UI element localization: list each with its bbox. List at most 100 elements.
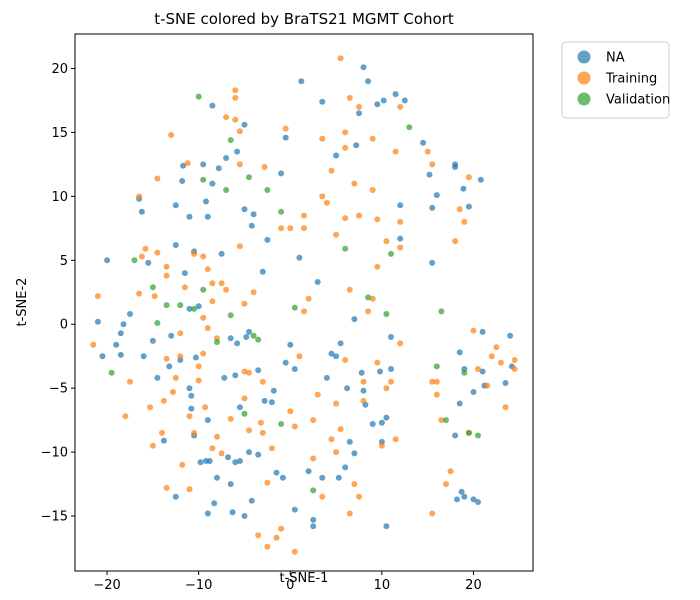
point-na-6	[120, 321, 127, 328]
point-training-89	[328, 167, 335, 174]
point-training-137	[456, 206, 463, 213]
point-validation-13	[227, 312, 234, 319]
point-training-104	[351, 481, 358, 488]
point-training-148	[511, 357, 518, 363]
point-validation-32	[465, 429, 472, 436]
legend-label-validation: Validation	[606, 93, 670, 108]
point-training-39	[209, 298, 216, 305]
point-training-51	[232, 116, 239, 123]
point-training-82	[310, 455, 317, 462]
point-na-83	[296, 254, 303, 261]
point-training-54	[236, 243, 243, 250]
point-na-62	[243, 334, 250, 340]
point-na-16	[168, 332, 175, 339]
point-training-12	[154, 175, 161, 182]
point-na-34	[200, 161, 207, 168]
point-na-4	[117, 351, 124, 358]
point-training-115	[374, 263, 381, 270]
point-na-19	[172, 493, 179, 500]
point-na-84	[298, 78, 305, 85]
legend-label-na: NA	[606, 51, 625, 66]
point-training-88	[323, 199, 330, 206]
point-na-55	[234, 148, 241, 155]
point-na-98	[344, 385, 351, 392]
point-training-99	[342, 357, 349, 363]
point-training-58	[246, 369, 252, 376]
y-tick-label: 5	[60, 254, 68, 269]
point-na-52	[229, 509, 236, 516]
point-training-92	[333, 400, 340, 407]
point-training-75	[291, 423, 298, 430]
point-na-110	[374, 101, 381, 108]
point-na-50	[227, 335, 234, 342]
point-training-79	[301, 225, 307, 232]
point-na-54	[232, 459, 239, 466]
point-validation-27	[406, 124, 413, 131]
point-training-133	[438, 417, 445, 424]
point-training-56	[241, 368, 248, 375]
point-na-65	[248, 222, 255, 229]
x-tick-label: 0	[286, 578, 294, 593]
legend-marker-na	[577, 50, 591, 64]
point-validation-10	[214, 339, 220, 346]
point-na-121	[397, 235, 404, 242]
point-training-77	[296, 353, 303, 360]
point-training-117	[378, 442, 385, 449]
point-na-46	[218, 250, 225, 257]
point-na-33	[197, 459, 204, 466]
point-training-35	[200, 314, 207, 321]
point-training-90	[328, 436, 335, 443]
y-tick-label: −15	[41, 510, 68, 525]
point-training-9	[149, 442, 156, 449]
point-na-23	[181, 270, 188, 277]
point-na-12	[149, 337, 156, 344]
point-na-146	[502, 380, 509, 386]
point-training-132	[433, 391, 440, 398]
point-training-130	[429, 510, 436, 517]
point-training-31	[195, 363, 202, 370]
point-na-116	[383, 523, 390, 530]
point-na-32	[195, 303, 202, 310]
point-training-6	[138, 253, 145, 260]
point-training-139	[465, 174, 472, 181]
point-training-102	[346, 510, 353, 517]
point-training-125	[397, 244, 404, 251]
point-na-123	[420, 139, 427, 146]
point-training-21	[172, 374, 179, 381]
point-training-145	[493, 344, 500, 351]
point-na-60	[241, 206, 248, 213]
point-training-144	[488, 353, 495, 360]
point-training-73	[287, 225, 294, 232]
point-training-34	[200, 350, 207, 357]
point-na-68	[255, 367, 262, 374]
point-training-38	[204, 325, 211, 332]
ticks-layer: −20 −10 0 10 20 −15 −10 −5 0 5 10 15 20	[41, 62, 482, 593]
point-training-81	[305, 295, 312, 302]
point-na-56	[234, 340, 241, 347]
point-na-109	[369, 421, 376, 427]
x-tick-label: −10	[185, 578, 212, 593]
point-validation-11	[223, 187, 230, 193]
point-na-133	[456, 400, 463, 407]
point-validation-0	[108, 369, 115, 376]
point-na-61	[241, 513, 248, 519]
point-na-129	[452, 161, 459, 168]
point-training-63	[259, 378, 266, 385]
point-validation-21	[291, 304, 298, 311]
point-na-71	[261, 397, 268, 404]
point-na-59	[241, 121, 248, 128]
point-training-97	[342, 144, 349, 151]
point-training-103	[351, 180, 358, 187]
point-training-101	[346, 286, 353, 293]
point-na-3	[113, 341, 120, 348]
point-na-120	[397, 202, 404, 209]
point-na-13	[154, 374, 161, 381]
point-training-65	[261, 164, 268, 170]
point-training-36	[202, 404, 209, 411]
point-training-62	[257, 419, 264, 426]
point-na-106	[360, 387, 367, 394]
point-na-72	[264, 236, 271, 243]
point-training-105	[356, 103, 362, 110]
point-na-44	[214, 474, 220, 481]
